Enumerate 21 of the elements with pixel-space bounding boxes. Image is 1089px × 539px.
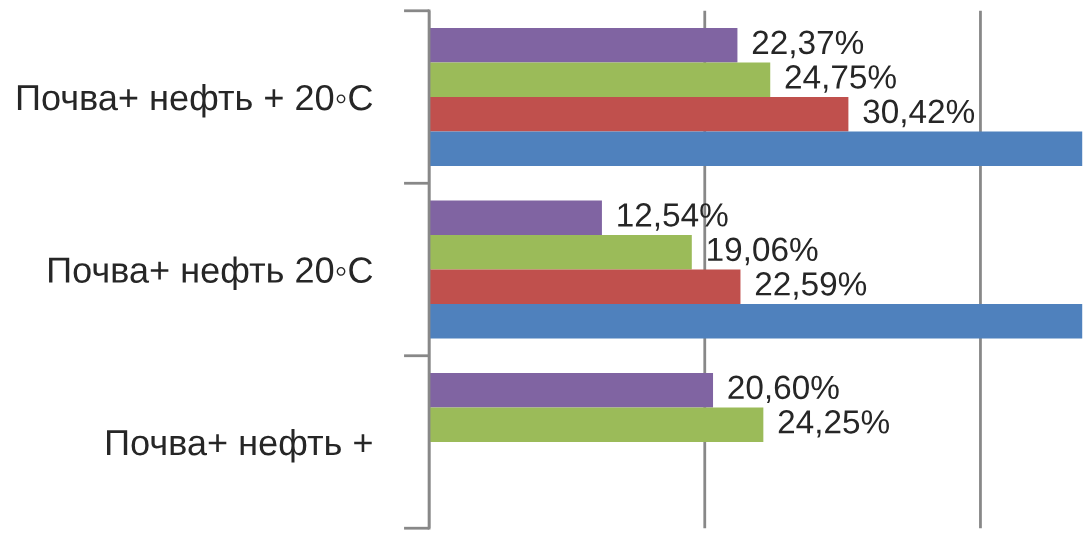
bar bbox=[429, 62, 771, 98]
data-label: 19,06% bbox=[708, 237, 818, 266]
bar bbox=[429, 269, 741, 304]
bar bbox=[429, 304, 1083, 339]
y-tick-label: Почва+ нефть + 20◦C bbox=[17, 83, 373, 118]
bar bbox=[429, 235, 692, 270]
bar bbox=[429, 407, 764, 442]
data-label: 20,60% bbox=[728, 375, 839, 404]
data-label: 24,75% bbox=[785, 65, 896, 93]
data-label: 22,59% bbox=[755, 272, 867, 300]
bar bbox=[429, 200, 602, 235]
bar bbox=[429, 372, 714, 408]
data-label: 12,54% bbox=[618, 203, 728, 231]
bar bbox=[429, 28, 738, 63]
bar bbox=[429, 131, 1083, 167]
data-label: 24,25% bbox=[778, 410, 889, 438]
data-label: 22,37% bbox=[752, 30, 864, 59]
y-tick-label: Почва+ нефть + bbox=[107, 428, 372, 463]
bar bbox=[429, 97, 849, 132]
data-label: 30,42% bbox=[863, 99, 975, 128]
y-tick-label: Почва+ нефть 20◦C bbox=[49, 256, 373, 291]
